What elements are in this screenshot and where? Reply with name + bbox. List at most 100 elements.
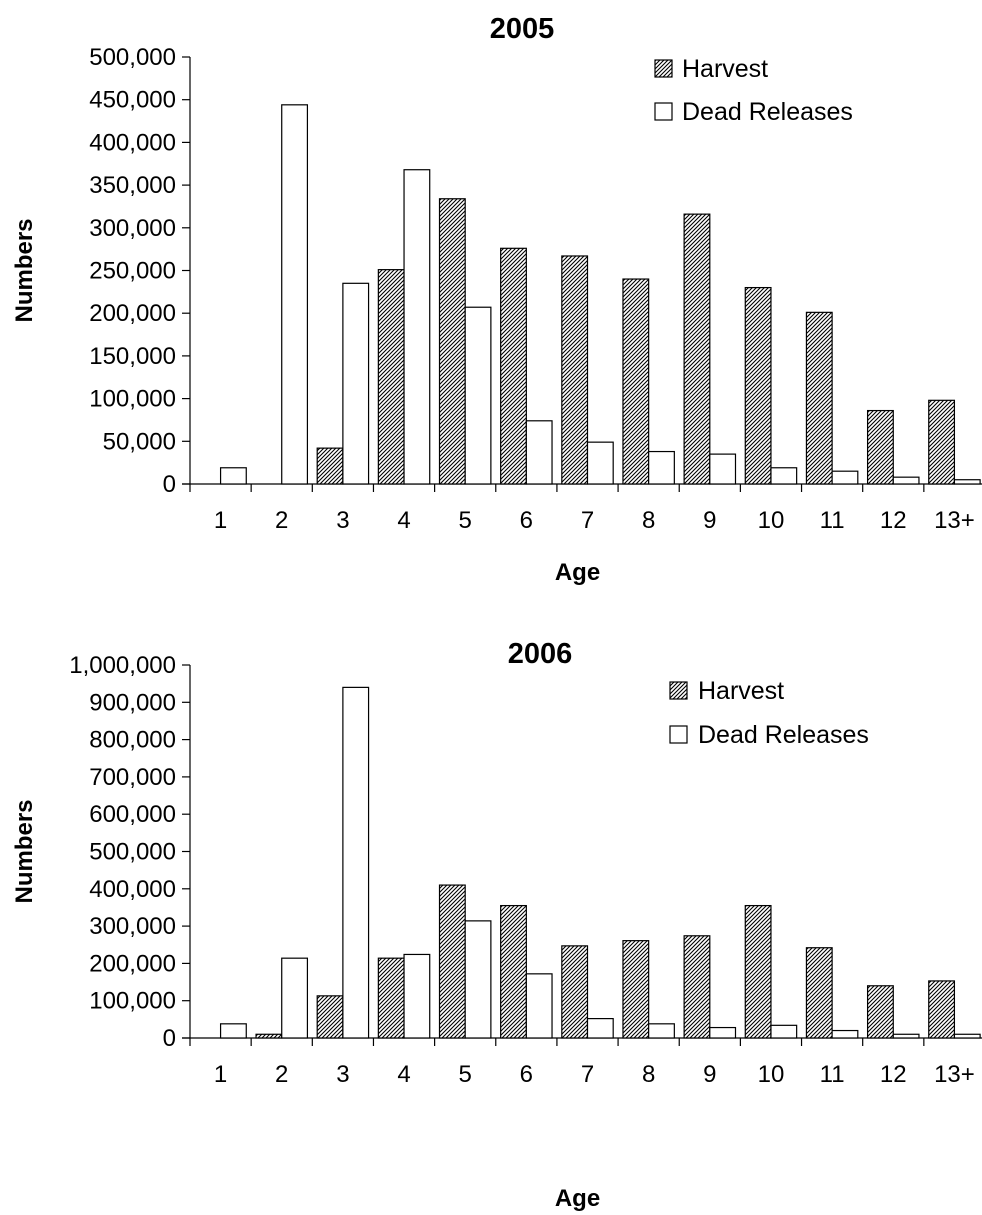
bar-harvest-age-4 xyxy=(377,957,405,1039)
bar-harvest-age-3 xyxy=(316,447,344,485)
legend-label: Dead Releases xyxy=(698,721,869,749)
x-tick-label: 10 xyxy=(758,1061,785,1088)
chart-2006: 2006 0 100,000 200,000 300,000 400,000 500,000… xyxy=(11,638,982,1212)
x-tick-label: 5 xyxy=(459,1061,472,1088)
y-tick-label: 600,000 xyxy=(89,801,176,828)
y-tick-label: 700,000 xyxy=(89,764,176,791)
legend-swatch-dead-releases xyxy=(669,725,688,744)
x-tick-label: 2 xyxy=(275,507,288,534)
chart-title: 2006 xyxy=(508,638,573,670)
y-tick-label: 300,000 xyxy=(89,913,176,940)
bar-dead-releases-age-4 xyxy=(403,169,431,485)
x-tick-label: 4 xyxy=(397,507,410,534)
y-tick-label: 450,000 xyxy=(89,87,176,114)
bar-harvest-age-7 xyxy=(561,945,589,1039)
y-tick-label: 50,000 xyxy=(103,428,176,455)
bar-harvest-age-6 xyxy=(500,247,527,485)
legend: Harvest Dead Releases xyxy=(654,55,853,126)
x-tick-label: 11 xyxy=(820,1061,845,1088)
y-tick-label: 100,000 xyxy=(89,988,176,1015)
bar-dead-releases-age-7 xyxy=(586,441,614,485)
x-tick-label: 9 xyxy=(703,507,716,534)
y-tick-label: 400,000 xyxy=(89,129,176,156)
bar-harvest-age-11 xyxy=(805,311,833,485)
bar-dead-releases-age-8 xyxy=(648,450,675,485)
bar-harvest-age-3 xyxy=(316,995,344,1039)
bar-harvest-age-7 xyxy=(561,255,589,485)
bar-dead-releases-age-10 xyxy=(770,467,798,485)
y-tick-label: 350,000 xyxy=(89,172,176,199)
x-axis-label: Age xyxy=(555,559,600,586)
y-axis-label: Numbers xyxy=(11,218,38,322)
x-tick-label: 3 xyxy=(336,1061,349,1088)
bar-dead-releases-age-3 xyxy=(342,686,370,1039)
bar-dead-releases-age-1 xyxy=(219,467,247,485)
bar-harvest-age-13+ xyxy=(928,399,956,485)
bar-harvest-age-12 xyxy=(866,409,894,485)
y-tick-label: 200,000 xyxy=(89,300,176,327)
bar-dead-releases-age-12 xyxy=(892,476,920,485)
bar-harvest-age-10 xyxy=(744,904,772,1039)
bar-dead-releases-age-1 xyxy=(219,1023,247,1039)
x-tick-label: 2 xyxy=(275,1061,288,1088)
x-axis-label: Age xyxy=(555,1185,600,1212)
bar-harvest-age-8 xyxy=(622,278,650,485)
y-tick-label: 100,000 xyxy=(89,386,176,413)
x-tick-label: 5 xyxy=(459,507,472,534)
legend-label: Dead Releases xyxy=(682,98,853,126)
bar-harvest-age-4 xyxy=(377,269,405,485)
y-tick-label: 200,000 xyxy=(89,950,176,977)
legend-label: Harvest xyxy=(682,55,768,83)
bar-dead-releases-age-11 xyxy=(831,470,859,485)
y-tick-label: 0 xyxy=(163,1025,176,1052)
x-tick-label: 7 xyxy=(581,507,594,534)
x-tick-label: 11 xyxy=(820,507,845,534)
bar-dead-releases-age-2 xyxy=(281,104,309,485)
y-tick-label: 400,000 xyxy=(89,876,176,903)
bar-dead-releases-age-10 xyxy=(770,1024,798,1039)
bar-harvest-age-9 xyxy=(683,213,711,485)
bar-dead-releases-age-6 xyxy=(525,973,553,1039)
y-tick-label: 150,000 xyxy=(89,343,176,370)
bar-harvest-age-8 xyxy=(622,940,650,1039)
x-tick-label: 13+ xyxy=(934,507,975,534)
x-tick-label: 1 xyxy=(214,507,227,534)
y-tick-label: 1,000,000 xyxy=(69,652,176,679)
bar-harvest-age-5 xyxy=(438,884,466,1039)
x-tick-label: 4 xyxy=(397,1061,410,1088)
x-tick-label: 6 xyxy=(520,1061,533,1088)
y-tick-label: 500,000 xyxy=(89,839,176,866)
x-tick-label: 12 xyxy=(880,1061,907,1088)
bar-dead-releases-age-3 xyxy=(342,282,370,485)
bar-dead-releases-age-4 xyxy=(403,953,431,1039)
y-tick-label: 800,000 xyxy=(89,727,176,754)
y-tick-label: 500,000 xyxy=(89,44,176,71)
chart-2005: 2005 0 50,000 100,000 150,000 200,000 250,000 3… xyxy=(11,13,982,586)
legend-swatch-dead-releases xyxy=(654,102,673,121)
chart-title: 2005 xyxy=(490,13,555,45)
bar-dead-releases-age-8 xyxy=(648,1023,675,1039)
bar-dead-releases-age-5 xyxy=(464,306,492,485)
bar-dead-releases-age-13+ xyxy=(953,479,981,485)
bar-dead-releases-age-7 xyxy=(586,1018,614,1039)
bar-dead-releases-age-12 xyxy=(892,1033,920,1039)
legend-swatch-harvest xyxy=(669,681,688,700)
legend-swatch-harvest xyxy=(654,59,673,78)
y-tick-label: 900,000 xyxy=(89,689,176,716)
bar-harvest-age-9 xyxy=(683,935,711,1039)
x-tick-label: 6 xyxy=(520,507,533,534)
y-tick-label: 0 xyxy=(163,471,176,498)
bar-dead-releases-age-11 xyxy=(831,1029,859,1039)
x-tick-label: 1 xyxy=(214,1061,227,1088)
x-tick-label: 13+ xyxy=(934,1061,975,1088)
bar-harvest-age-6 xyxy=(500,904,527,1039)
y-axis-label: Numbers xyxy=(11,799,38,903)
bar-dead-releases-age-13+ xyxy=(953,1033,981,1039)
legend-label: Harvest xyxy=(698,677,784,705)
bar-dead-releases-age-6 xyxy=(525,420,553,485)
x-tick-label: 3 xyxy=(336,507,349,534)
bar-dead-releases-age-2 xyxy=(281,957,309,1039)
bar-harvest-age-2 xyxy=(255,1033,283,1039)
bar-dead-releases-age-5 xyxy=(464,920,492,1039)
